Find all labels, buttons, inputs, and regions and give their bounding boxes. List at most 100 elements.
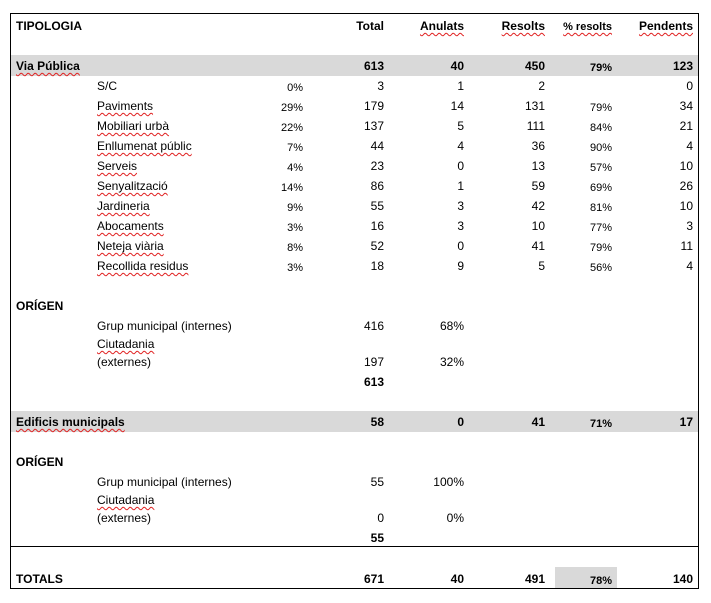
category-pct-resolts: 81%	[589, 202, 612, 214]
category-resolts: 13	[531, 159, 545, 173]
category-total: 55	[370, 199, 384, 213]
category-share: 22%	[280, 122, 303, 134]
edificis-anulats: 0	[457, 415, 464, 429]
category-resolts: 10	[531, 219, 545, 233]
totals-pct-resolts: 78%	[589, 575, 612, 587]
category-resolts: 42	[531, 199, 545, 213]
category-pendents: 21	[679, 119, 693, 133]
via-publica-intern-total: 416	[363, 319, 384, 333]
category-pct-resolts: 84%	[589, 122, 612, 134]
category-anulats: 1	[457, 79, 464, 93]
category-share: 3%	[287, 262, 303, 274]
category-pct-resolts: 57%	[589, 162, 612, 174]
via-publica-intern-pct: 68%	[439, 319, 464, 333]
category-resolts: 5	[538, 259, 545, 273]
category-anulats: 0	[457, 159, 464, 173]
category-share: 14%	[280, 182, 303, 194]
category-total: 44	[370, 139, 384, 153]
category-label: Senyalització	[97, 179, 168, 193]
edificis-label: Edificis municipals	[16, 415, 125, 429]
category-pendents: 3	[686, 219, 693, 233]
category-label: Recollida residus	[97, 259, 189, 273]
via-publica-anulats: 40	[450, 59, 464, 73]
edificis-resolts: 41	[531, 415, 545, 429]
via-publica-extern-label2: (externes)	[97, 355, 152, 369]
category-anulats: 0	[457, 239, 464, 253]
category-total: 23	[370, 159, 384, 173]
category-pct-resolts: 79%	[589, 102, 612, 114]
category-pct-resolts: 56%	[589, 262, 612, 274]
category-total: 86	[370, 179, 384, 193]
edificis-origen-sum: 55	[370, 531, 384, 545]
category-resolts: 59	[531, 179, 545, 193]
category-anulats: 9	[457, 259, 464, 273]
category-label: Abocaments	[97, 219, 164, 233]
category-total: 3	[377, 79, 384, 93]
via-publica-band	[11, 55, 698, 76]
category-share: 4%	[287, 162, 303, 174]
header-pendents: Pendents	[638, 19, 693, 33]
category-resolts: 41	[531, 239, 545, 253]
category-pendents: 11	[680, 239, 693, 253]
edificis-total: 58	[370, 415, 384, 429]
category-pct-resolts: 69%	[589, 182, 612, 194]
edificis-band	[11, 411, 698, 432]
totals-pendents: 140	[672, 572, 693, 586]
table-border	[10, 13, 699, 589]
category-total: 137	[363, 119, 384, 133]
category-share: 0%	[287, 82, 303, 94]
totals-divider	[10, 546, 699, 547]
edificis-extern-pct: 0%	[446, 511, 464, 525]
via-publica-total: 613	[363, 59, 384, 73]
via-publica-extern-pct: 32%	[439, 355, 464, 369]
category-label: Mobiliari urbà	[97, 119, 170, 133]
category-resolts: 36	[531, 139, 545, 153]
edificis-extern-total: 0	[377, 511, 384, 525]
category-anulats: 4	[457, 139, 464, 153]
category-label: Jardineria	[97, 199, 150, 213]
category-share: 7%	[287, 142, 303, 154]
via-publica-intern-label: Grup municipal (internes)	[97, 319, 232, 333]
category-label: Paviments	[97, 99, 154, 113]
category-pendents: 10	[679, 199, 693, 213]
category-share: 3%	[287, 222, 303, 234]
category-label: Serveis	[97, 159, 138, 173]
header-resolts: Resolts	[501, 19, 545, 33]
category-pct-resolts: 79%	[589, 242, 612, 254]
edificis-pct-resolts: 71%	[589, 418, 612, 430]
category-label: Enllumenat públic	[97, 139, 192, 153]
via-publica-origen-sum: 613	[363, 375, 384, 389]
totals-total: 671	[363, 572, 384, 586]
category-pendents: 4	[686, 259, 693, 273]
category-share: 29%	[280, 102, 303, 114]
totals-resolts: 491	[524, 572, 545, 586]
edificis-extern-label1: Ciutadania	[97, 493, 155, 507]
category-resolts: 2	[538, 79, 545, 93]
category-pendents: 10	[679, 159, 693, 173]
via-publica-origen-title: ORÍGEN	[16, 299, 64, 313]
category-pct-resolts: 77%	[589, 222, 612, 234]
header-tipologia: TIPOLOGIA	[16, 19, 82, 33]
edificis-intern-pct: 100%	[433, 475, 464, 489]
totals-anulats: 40	[450, 572, 464, 586]
category-label: Neteja viària	[97, 239, 164, 253]
edificis-intern-label: Grup municipal (internes)	[97, 475, 232, 489]
category-share: 8%	[287, 242, 303, 254]
via-publica-extern-label1: Ciutadania	[97, 337, 155, 351]
via-publica-extern-total: 197	[363, 355, 384, 369]
category-total: 16	[370, 219, 384, 233]
category-share: 9%	[287, 202, 303, 214]
category-total: 52	[370, 239, 384, 253]
category-label: S/C	[97, 79, 118, 93]
category-anulats: 1	[457, 179, 464, 193]
via-publica-label: Via Pública	[16, 59, 80, 73]
category-pendents: 34	[679, 99, 693, 113]
category-pendents: 26	[679, 179, 693, 193]
category-anulats: 3	[457, 199, 464, 213]
edificis-pendents: 17	[679, 415, 693, 429]
via-publica-resolts: 450	[524, 59, 545, 73]
category-anulats: 14	[450, 99, 464, 113]
category-total: 179	[363, 99, 384, 113]
category-pendents: 4	[686, 139, 693, 153]
